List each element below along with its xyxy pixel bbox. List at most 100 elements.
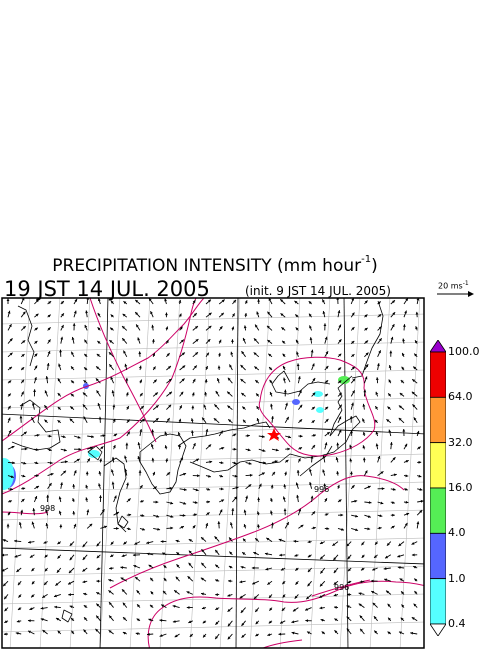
wind-arrow (413, 565, 418, 569)
wind-arrow (267, 580, 273, 586)
wind-arrow (153, 527, 161, 531)
wind-arrow (337, 324, 342, 331)
wind-arrow (411, 616, 418, 622)
wind-arrow (126, 405, 130, 410)
isobar-line (2, 298, 205, 442)
wind-arrow (350, 353, 355, 358)
wind-arrow (44, 404, 48, 410)
wind-arrow (324, 527, 330, 531)
wind-arrow (58, 510, 62, 516)
grid-meridian (279, 298, 301, 648)
wind-arrow (295, 580, 299, 586)
wind-arrow (417, 474, 422, 478)
wind-arrow (258, 472, 266, 477)
wind-arrow (256, 417, 260, 423)
wind-arrow (258, 483, 262, 490)
wind-arrow (270, 522, 274, 529)
wind-arrow (95, 628, 101, 635)
wind-arrow (218, 352, 221, 357)
wind-arrow (377, 514, 383, 518)
wind-arrow (410, 631, 418, 635)
wind-arrow (377, 487, 385, 491)
wind-arrow (335, 457, 339, 463)
wind-arrow (7, 393, 12, 397)
wind-arrow (415, 326, 418, 331)
wind-arrow (97, 312, 101, 318)
wind-arrow (377, 326, 383, 331)
wind-arrow (40, 606, 48, 610)
wind-arrow (73, 435, 81, 439)
wind-arrow (215, 593, 220, 596)
wind-arrow (351, 527, 359, 532)
grid-parallel (2, 621, 424, 633)
wind-arrow (109, 339, 114, 344)
wind-arrow (364, 352, 369, 358)
wind-arrow (31, 567, 35, 572)
coastlines (11, 300, 384, 623)
wind-arrow (364, 300, 368, 305)
wind-arrow (334, 618, 339, 622)
wind-arrow (204, 379, 208, 384)
wind-arrow (165, 339, 169, 344)
wind-arrow (136, 604, 141, 608)
wind-arrow (165, 326, 169, 331)
wind-arrow (27, 630, 35, 635)
colorbar-level-label: 32.0 (448, 435, 473, 449)
wind-arrow (165, 458, 169, 463)
wind-arrow (324, 406, 329, 410)
wind-arrow (178, 313, 182, 318)
wind-arrow (31, 402, 35, 410)
korea-north-coast (177, 421, 271, 447)
wind-arrow (57, 630, 62, 635)
precipitation-area (316, 407, 324, 413)
colorbar-level-label: 0.4 (448, 617, 466, 630)
wind-arrow (134, 311, 141, 318)
wind-arrow (113, 495, 117, 503)
wind-arrow (386, 418, 392, 424)
wind-arrow (205, 460, 213, 464)
wind-arrow (108, 615, 114, 622)
wind-arrow (71, 336, 75, 344)
wind-arrow (122, 602, 128, 608)
wind-arrow (324, 418, 329, 424)
wind-arrow (3, 594, 9, 600)
wind-arrow (44, 390, 49, 397)
wind-arrow (73, 447, 82, 451)
wind-arrow (126, 482, 129, 489)
wind-arrow (257, 497, 261, 503)
wind-arrow (57, 392, 62, 397)
wind-arrow (7, 380, 12, 384)
wind-arrow (85, 310, 89, 318)
wind-arrow (179, 525, 185, 529)
wind-arrow (100, 509, 105, 516)
wind-arrow (7, 500, 13, 503)
wind-arrow (403, 487, 408, 491)
wind-arrow (333, 567, 339, 574)
wind-arrow (306, 631, 312, 635)
wind-arrow (21, 487, 26, 491)
colorbar-box (430, 578, 446, 625)
wind-arrow (227, 620, 233, 627)
wind-arrow (397, 554, 405, 558)
wind-arrow (60, 313, 65, 318)
wind-arrow (20, 431, 28, 437)
wind-arrow (389, 442, 393, 450)
wind-arrow (296, 351, 299, 357)
wind-arrow (205, 299, 212, 305)
wind-arrow (166, 486, 173, 490)
wind-arrow (34, 327, 39, 331)
wind-arrow (375, 443, 379, 450)
wind-arrow (44, 419, 48, 424)
wind-arrow (179, 391, 184, 397)
wind-arrow (284, 416, 290, 424)
wind-arrow (120, 577, 128, 582)
map-frame (1, 297, 425, 649)
wind-arrow (360, 567, 365, 571)
wind-arrow (320, 567, 326, 574)
wind-arrow (403, 500, 409, 504)
wind-arrow (123, 300, 128, 305)
wind-arrow (377, 313, 382, 318)
wind-arrow (350, 378, 356, 384)
wind-arrow (375, 391, 379, 397)
wind-arrow (86, 509, 90, 516)
